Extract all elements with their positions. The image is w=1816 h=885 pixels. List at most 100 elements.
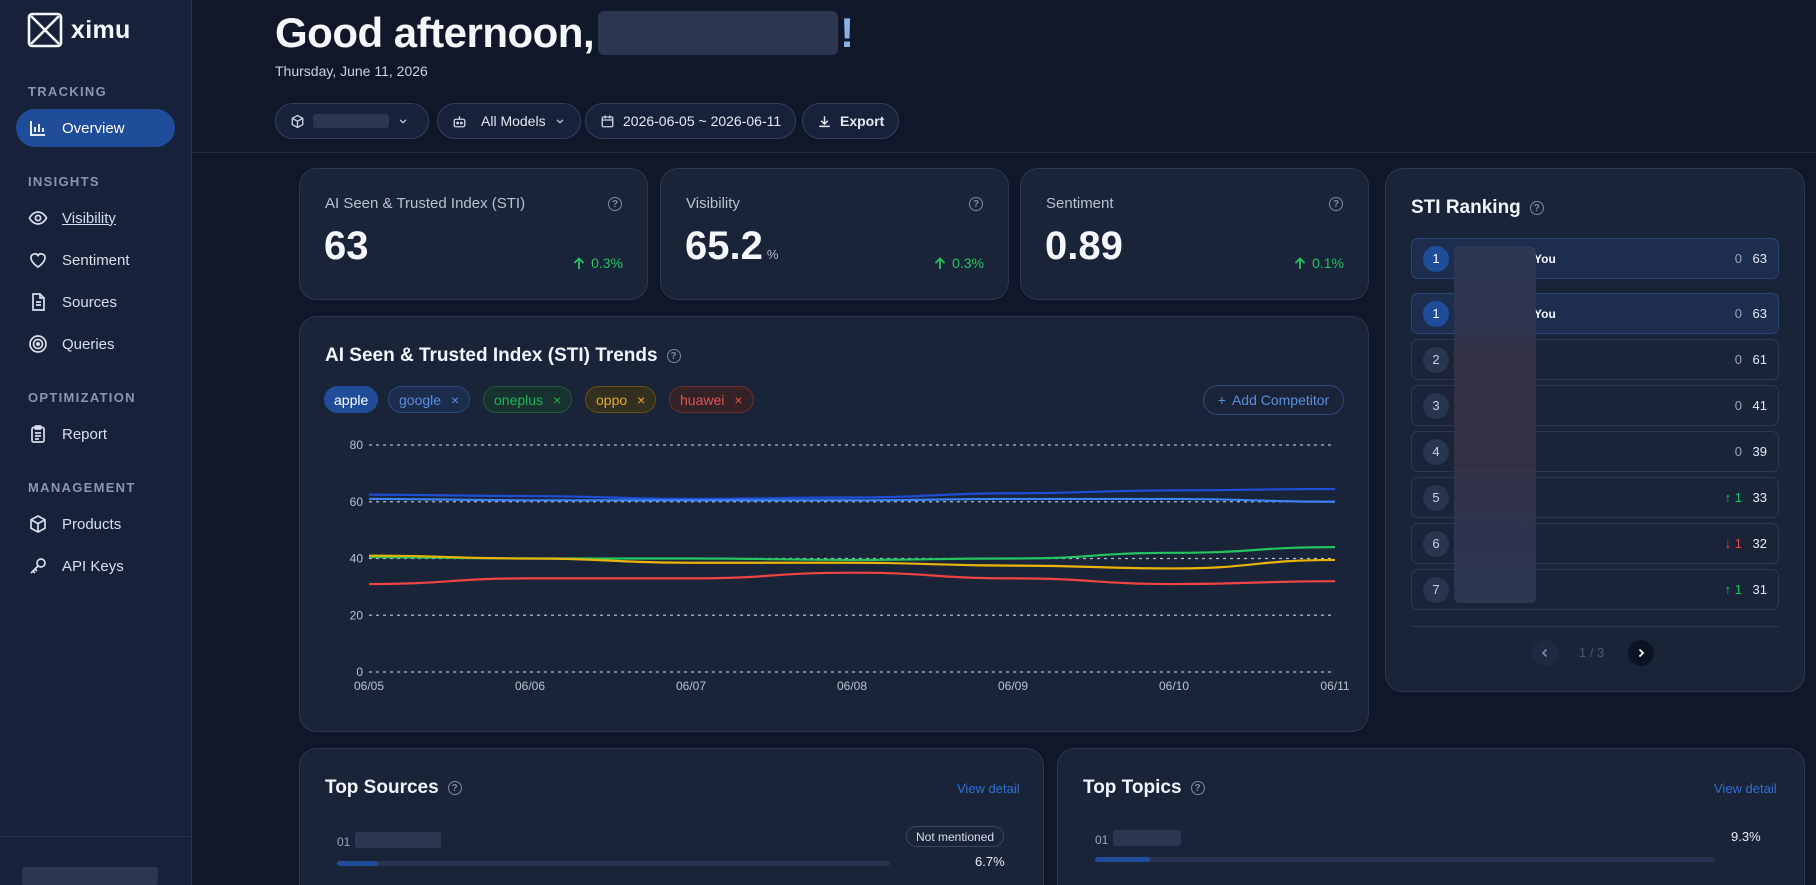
close-icon[interactable]: ×: [553, 391, 562, 408]
top-topics-card: Top Topics ?: [1057, 748, 1805, 885]
chevron-left-icon: [1541, 648, 1548, 658]
chip-oppo[interactable]: oppo ×: [585, 386, 657, 413]
metric-title: AI Seen & Trusted Index (STI): [325, 195, 526, 212]
arrow-up-icon: ↑: [1724, 582, 1735, 597]
chevron-right-icon: [1638, 648, 1645, 658]
model-select-label: All Models: [481, 113, 546, 129]
top-sources-title-text: Top Sources: [325, 777, 439, 798]
y-tick-label: 60: [350, 495, 364, 509]
metric-value: 65.2%: [685, 224, 778, 269]
chip-label: oppo: [596, 391, 628, 408]
document-icon: [32, 293, 45, 311]
chevron-down-icon: [556, 119, 564, 124]
sidebar-item-api-keys[interactable]: API Keys: [16, 547, 175, 585]
sidebar-item-visibility[interactable]: Visibility: [16, 199, 175, 237]
close-icon[interactable]: ×: [451, 391, 460, 408]
prev-page-button[interactable]: [1532, 640, 1558, 666]
metric-card-visibility: Visibility ? 65.2% 0.3%: [660, 168, 1009, 300]
x-tick-label: 06/11: [1320, 679, 1349, 693]
help-icon[interactable]: ?: [447, 781, 462, 795]
key-icon: [30, 558, 46, 574]
sidebar-item-queries[interactable]: Queries: [16, 325, 175, 363]
metric-delta-value: 0.3%: [591, 255, 623, 271]
rank-change-value: 1: [1734, 582, 1742, 597]
metric-card-sti: AI Seen & Trusted Index (STI) ? 63 0.3%: [299, 168, 648, 300]
top-topics-title-text: Top Topics: [1083, 777, 1182, 798]
ranking-row[interactable]: 5 ↑ 1 33: [1411, 477, 1779, 518]
metric-value: 63: [324, 224, 369, 269]
competitor-names-redacted: [1454, 246, 1536, 603]
page-indicator: 1 / 3: [1579, 645, 1605, 660]
top-topics-title: Top Topics ?: [1083, 777, 1205, 799]
date-range-picker[interactable]: 2026-06-05 ~ 2026-06-11: [585, 103, 797, 139]
user-name-redacted: [598, 11, 839, 55]
rank-score: 61: [1752, 352, 1767, 367]
rank-badge: 5: [1423, 484, 1449, 511]
next-page-button[interactable]: [1628, 640, 1654, 666]
close-icon[interactable]: ×: [734, 391, 743, 408]
model-select[interactable]: All Models: [437, 103, 581, 139]
sidebar-item-sources[interactable]: Sources: [16, 283, 175, 321]
rank-score: 41: [1752, 398, 1767, 413]
app-logo[interactable]: ximu: [27, 12, 131, 48]
ranking-row[interactable]: 6 ↓ 1 32: [1411, 523, 1779, 564]
rank-change: 0: [1735, 352, 1742, 367]
top-sources-view-detail-link[interactable]: View detail: [957, 781, 1020, 796]
user-footer[interactable]: [0, 836, 192, 885]
heart-icon: [30, 253, 46, 268]
help-icon[interactable]: ?: [666, 349, 681, 363]
calendar-icon: [601, 115, 614, 127]
rank-badge: 1: [1423, 245, 1449, 272]
close-icon[interactable]: ×: [637, 391, 646, 408]
sidebar-item-sentiment[interactable]: Sentiment: [16, 241, 175, 279]
help-icon[interactable]: ?: [1529, 201, 1544, 215]
ranking-row[interactable]: 7 ↑ 1 31: [1411, 569, 1779, 610]
add-competitor-button[interactable]: + Add Competitor: [1203, 385, 1344, 415]
metric-delta: 0.3%: [573, 255, 623, 271]
sidebar-item-products[interactable]: Products: [16, 505, 175, 543]
chip-oneplus[interactable]: oneplus ×: [483, 386, 573, 413]
rank-change-value: 0: [1734, 306, 1742, 321]
rank-change: ↓ 1: [1725, 536, 1742, 551]
metric-value: 0.89: [1045, 224, 1123, 269]
logo-icon: [27, 12, 63, 48]
rank-badge: 4: [1423, 438, 1449, 465]
sidebar-item-label: Report: [62, 425, 108, 443]
sidebar-item-label: Overview: [62, 119, 125, 137]
topic-index: 01: [1095, 833, 1109, 847]
ranking-row[interactable]: 4 0 39: [1411, 431, 1779, 472]
help-icon[interactable]: ?: [1329, 197, 1343, 211]
sidebar-item-label: Sources: [62, 293, 118, 311]
ranking-divider: [1411, 626, 1779, 627]
section-optimization: OPTIMIZATION: [28, 390, 136, 405]
chip-apple[interactable]: apple: [324, 386, 379, 413]
chip-google[interactable]: google ×: [388, 386, 471, 413]
rank-change: 0: [1735, 398, 1742, 413]
sidebar-item-label: Visibility: [62, 209, 116, 227]
ranking-row[interactable]: 2 0 61: [1411, 339, 1779, 380]
sidebar-item-label: Queries: [62, 335, 115, 353]
metric-delta-value: 0.1%: [1312, 255, 1344, 271]
export-button[interactable]: Export: [802, 103, 900, 139]
rank-score: 63: [1752, 306, 1767, 321]
x-tick-label: 06/08: [837, 679, 867, 693]
y-tick-label: 20: [350, 608, 364, 622]
ranking-row[interactable]: 3 0 41: [1411, 385, 1779, 426]
metric-value-number: 0.89: [1045, 224, 1123, 268]
sidebar-item-overview[interactable]: Overview: [16, 109, 175, 147]
top-topics-view-detail-link[interactable]: View detail: [1714, 781, 1777, 796]
help-icon[interactable]: ?: [608, 197, 622, 211]
help-icon[interactable]: ?: [969, 197, 983, 211]
metric-delta-value: 0.3%: [952, 255, 984, 271]
chip-label: google: [399, 391, 442, 408]
target-icon: [29, 335, 47, 353]
date-range-label: 2026-06-05 ~ 2026-06-11: [623, 113, 782, 129]
chevron-down-icon: [399, 119, 407, 124]
series-line-oppo: [368, 554, 1336, 570]
product-select[interactable]: [275, 103, 429, 139]
chip-huawei[interactable]: huawei ×: [669, 386, 754, 413]
rank-change: 0: [1735, 444, 1742, 459]
help-icon[interactable]: ?: [1190, 781, 1205, 795]
sidebar-item-report[interactable]: Report: [16, 415, 175, 453]
rank-score: 32: [1752, 536, 1767, 551]
